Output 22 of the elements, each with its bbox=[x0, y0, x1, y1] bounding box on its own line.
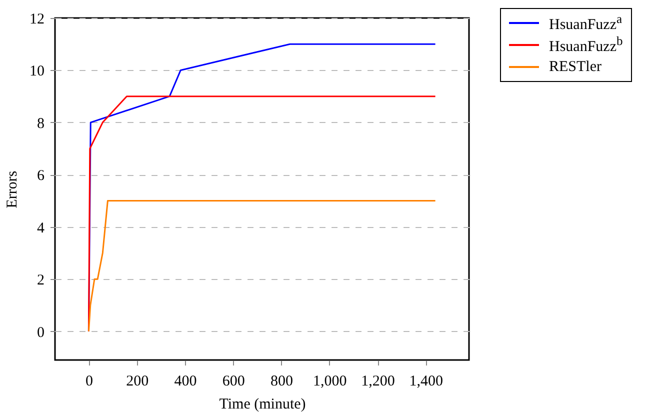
y-tick-label: 2 bbox=[37, 272, 44, 289]
y-tick-label: 8 bbox=[37, 116, 44, 132]
x-tick-label: 1,000 bbox=[313, 374, 347, 390]
x-axis-title: Time (minute) bbox=[219, 396, 306, 412]
y-tick-label: 12 bbox=[30, 12, 44, 28]
legend-label: HsuanFuzz$^{a}$ bbox=[549, 12, 622, 34]
legend-label: HsuanFuzz$^{b}$ bbox=[549, 34, 623, 56]
y-tick-label: 0 bbox=[37, 324, 44, 341]
y-axis-title: Errors bbox=[4, 170, 20, 208]
x-tick-label: 400 bbox=[174, 374, 197, 390]
line-series bbox=[88, 96, 436, 332]
x-tick-label: 600 bbox=[222, 374, 245, 390]
x-tick-label: 0 bbox=[85, 374, 93, 390]
legend-label: RESTler bbox=[549, 58, 602, 76]
y-tick-label: 4 bbox=[37, 220, 45, 236]
x-tick-label: 1,200 bbox=[361, 374, 395, 390]
y-tick-label: 6 bbox=[37, 168, 45, 184]
x-tick-label: 1,400 bbox=[409, 374, 444, 390]
x-tick-label: 800 bbox=[270, 374, 294, 390]
x-tick-label: 200 bbox=[126, 374, 149, 390]
y-tick-label: 10 bbox=[30, 64, 44, 80]
line-series bbox=[88, 200, 436, 332]
